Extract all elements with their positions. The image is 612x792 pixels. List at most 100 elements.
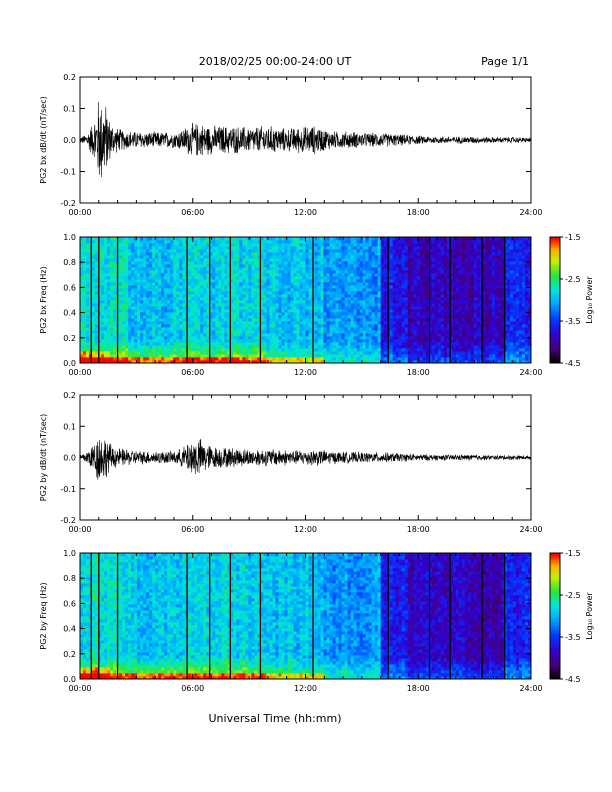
spectrogram-cell	[299, 237, 303, 241]
spectrogram-cell	[161, 339, 165, 343]
spectrogram-cell	[191, 300, 195, 304]
spectrogram-cell	[95, 351, 99, 355]
spectrogram-cell	[80, 324, 84, 328]
spectrogram-cell	[305, 312, 309, 316]
spectrogram-cell	[233, 243, 237, 247]
spectrogram-cell	[263, 246, 267, 250]
spectrogram-cell	[293, 255, 297, 259]
spectrogram-cell	[359, 273, 364, 277]
spectrogram-cell	[221, 294, 225, 298]
spectrogram-cell	[218, 285, 222, 289]
spectrogram-cell	[125, 321, 129, 325]
spectrogram-cell	[320, 240, 324, 244]
spectrogram-cell	[104, 276, 108, 280]
spectrogram-cell	[272, 336, 276, 340]
spectrogram-cell	[80, 297, 84, 301]
spectrogram-cell	[149, 237, 153, 241]
spectrogram-cell	[266, 345, 270, 349]
spectrogram-cell	[167, 306, 171, 310]
spectrogram-cell	[392, 276, 397, 280]
spectrogram-cell	[242, 294, 246, 298]
spectrogram-cell	[401, 246, 406, 250]
spectrogram-cell	[416, 267, 421, 271]
spectrogram-cell	[248, 312, 252, 316]
spectrogram-cell	[326, 267, 330, 271]
spectrogram-cell	[341, 243, 345, 247]
spectrogram-cell	[152, 273, 156, 277]
spectrogram-cell	[335, 273, 339, 277]
spectrogram-cell	[161, 357, 165, 361]
spectrogram-cell	[104, 282, 108, 286]
spectrogram-cell	[257, 357, 261, 361]
spectrogram-cell	[152, 258, 156, 262]
spectrogram-cell	[341, 342, 345, 346]
spectrogram-cell	[401, 264, 406, 268]
spectrogram-cell	[422, 348, 427, 352]
spectrogram-cell	[296, 339, 300, 343]
spectrogram-cell	[227, 318, 231, 322]
spectrogram-cell	[269, 279, 273, 283]
spectrogram-cell	[404, 240, 409, 244]
spectrogram-cell	[233, 351, 237, 355]
spectrogram-cell	[110, 321, 114, 325]
spectrogram-cell	[254, 315, 258, 319]
spectrogram-cell	[140, 246, 144, 250]
spectrogram-cell	[413, 252, 418, 256]
spectrogram-cell	[92, 288, 96, 292]
spectrogram-cell	[392, 339, 397, 343]
spectrogram-cell	[158, 267, 162, 271]
spectrogram-cell	[197, 309, 201, 313]
spectrogram-cell	[284, 297, 288, 301]
spectrogram-cell	[86, 270, 90, 274]
spectrogram-cell	[143, 297, 147, 301]
spectrogram-cell	[113, 273, 117, 277]
spectrogram-cell	[413, 348, 418, 352]
spectrogram-cell	[308, 237, 312, 241]
spectrogram-cell	[122, 324, 126, 328]
spectrogram-cell	[275, 297, 279, 301]
spectrogram-cell	[389, 333, 394, 337]
spectrogram-cell	[239, 324, 243, 328]
spectrogram-cell	[251, 318, 255, 322]
spectrogram-cell	[326, 291, 330, 295]
spectrogram-cell	[152, 252, 156, 256]
spectrogram-cell	[137, 258, 141, 262]
spectrogram-cell	[371, 291, 376, 295]
spectrogram-cell	[170, 297, 174, 301]
spectrogram-cell	[161, 249, 165, 253]
spectrogram-cell	[410, 339, 415, 343]
spectrogram-cell	[335, 342, 339, 346]
spectrogram-cell	[338, 297, 342, 301]
spectrogram-cell	[383, 327, 388, 331]
spectrogram-cell	[119, 303, 123, 307]
spectrogram-cell	[221, 312, 225, 316]
spectrogram-cell	[155, 300, 159, 304]
spectrogram-cell	[98, 288, 102, 292]
spectrogram-cell	[413, 240, 418, 244]
spectrogram-cell	[257, 330, 261, 334]
spectrogram-cell	[107, 315, 111, 319]
spectrogram-cell	[209, 357, 213, 361]
spectrogram-cell	[335, 240, 339, 244]
spectrogram-cell	[317, 321, 321, 325]
spectrogram-cell	[92, 336, 96, 340]
spectrogram-cell	[251, 336, 255, 340]
spectrogram-cell	[209, 348, 213, 352]
spectrogram-cell	[428, 306, 433, 310]
spectrogram-cell	[302, 321, 306, 325]
spectrogram-cell	[206, 246, 210, 250]
spectrogram-cell	[359, 324, 364, 328]
spectrogram-cell	[218, 339, 222, 343]
spectrogram-cell	[191, 324, 195, 328]
spectrogram-cell	[200, 258, 204, 262]
spectrogram-cell	[401, 276, 406, 280]
spectrogram-cell	[347, 246, 351, 250]
spectrogram-cell	[80, 303, 84, 307]
spectrogram-cell	[128, 237, 132, 241]
spectrogram-cell	[287, 279, 291, 283]
spectrogram-cell	[164, 249, 168, 253]
spectrogram-cell	[170, 279, 174, 283]
spectrogram-cell	[395, 348, 400, 352]
spectrogram-cell	[122, 246, 126, 250]
spectrogram-cell	[332, 354, 336, 358]
